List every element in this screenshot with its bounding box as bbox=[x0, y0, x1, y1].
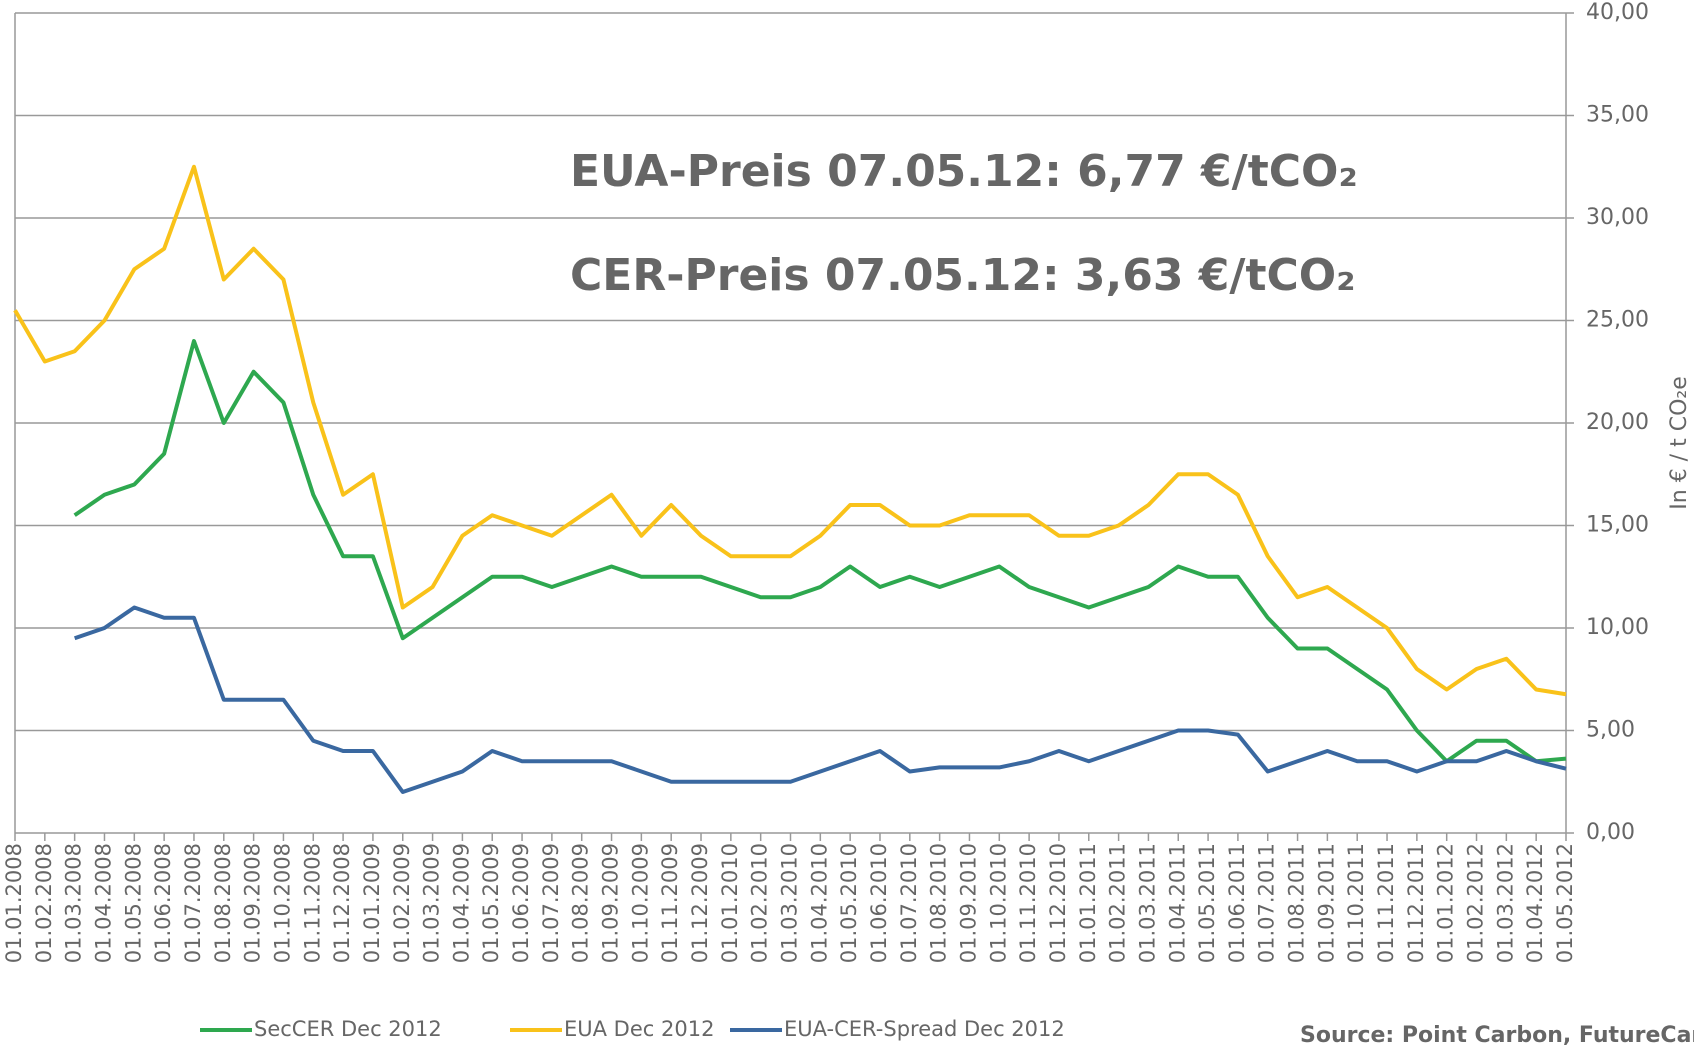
x-tick-label: 01.11.2008 bbox=[300, 843, 324, 963]
x-tick-label: 01.12.2010 bbox=[1046, 843, 1070, 963]
y-tick-label: 15,00 bbox=[1586, 513, 1649, 538]
legend-label: EUA-CER-Spread Dec 2012 bbox=[784, 1017, 1065, 1041]
x-tick-label: 01.05.2008 bbox=[121, 843, 145, 963]
x-tick-label: 01.03.2008 bbox=[62, 843, 86, 963]
x-tick-label: 01.02.2009 bbox=[390, 843, 414, 963]
x-tick-label: 01.03.2011 bbox=[1135, 843, 1159, 963]
x-tick-label: 01.02.2010 bbox=[748, 843, 772, 963]
x-tick-label: 01.03.2012 bbox=[1493, 843, 1517, 963]
x-tick-label: 01.10.2010 bbox=[986, 843, 1010, 963]
x-tick-label: 01.02.2011 bbox=[1106, 843, 1130, 963]
x-tick-label: 01.08.2010 bbox=[927, 843, 951, 963]
y-tick-label: 5,00 bbox=[1586, 718, 1635, 743]
x-tick-label: 01.04.2012 bbox=[1523, 843, 1547, 963]
x-tick-label: 01.05.2009 bbox=[479, 843, 503, 963]
x-tick-label: 01.06.2008 bbox=[151, 843, 175, 963]
x-tick-label: 01.04.2011 bbox=[1165, 843, 1189, 963]
x-tick-label: 01.01.2012 bbox=[1434, 843, 1458, 963]
x-tick-label: 01.04.2010 bbox=[807, 843, 831, 963]
y-tick-label: 25,00 bbox=[1586, 308, 1649, 333]
x-tick-label: 01.05.2011 bbox=[1195, 843, 1219, 963]
x-tick-label: 01.08.2011 bbox=[1285, 843, 1309, 963]
y-tick-label: 30,00 bbox=[1586, 205, 1649, 230]
x-tick-label: 01.03.2010 bbox=[778, 843, 802, 963]
x-tick-label: 01.10.2009 bbox=[628, 843, 652, 963]
x-tick-label: 01.07.2011 bbox=[1255, 843, 1279, 963]
x-tick-label: 01.06.2010 bbox=[867, 843, 891, 963]
x-tick-label: 01.12.2008 bbox=[330, 843, 354, 963]
x-tick-label: 01.11.2011 bbox=[1374, 843, 1398, 963]
x-tick-label: 01.07.2010 bbox=[897, 843, 921, 963]
x-tick-label: 01.03.2009 bbox=[420, 843, 444, 963]
x-tick-label: 01.08.2009 bbox=[569, 843, 593, 963]
x-tick-label: 01.12.2011 bbox=[1404, 843, 1428, 963]
legend-label: EUA Dec 2012 bbox=[564, 1017, 714, 1041]
x-tick-label: 01.11.2009 bbox=[658, 843, 682, 963]
x-tick-label: 01.08.2008 bbox=[211, 843, 235, 963]
x-tick-label: 01.09.2011 bbox=[1314, 843, 1338, 963]
x-tick-label: 01.10.2008 bbox=[270, 843, 294, 963]
y-tick-label: 10,00 bbox=[1586, 615, 1649, 640]
line-series bbox=[13, 164, 1567, 697]
x-tick-label: 01.10.2011 bbox=[1344, 843, 1368, 963]
legend-label: SecCER Dec 2012 bbox=[254, 1017, 442, 1041]
x-tick-label: 01.11.2010 bbox=[1016, 843, 1040, 963]
annotation: CER-Preis 07.05.12: 3,63 €/tCO₂ bbox=[570, 250, 1355, 301]
y-tick-label: 20,00 bbox=[1586, 410, 1649, 435]
x-tick-label: 01.06.2011 bbox=[1225, 843, 1249, 963]
y-tick-label: 40,00 bbox=[1586, 0, 1649, 25]
x-tick-label: 01.07.2009 bbox=[539, 843, 563, 963]
x-tick-label: 01.05.2012 bbox=[1553, 843, 1577, 963]
line-series bbox=[74, 605, 1567, 794]
x-tick-label: 01.06.2009 bbox=[509, 843, 533, 963]
x-tick-label: 01.01.2010 bbox=[718, 843, 742, 963]
annotation: EUA-Preis 07.05.12: 6,77 €/tCO₂ bbox=[570, 146, 1358, 197]
x-tick-label: 01.01.2009 bbox=[360, 843, 384, 963]
y-tick-label: 35,00 bbox=[1586, 103, 1649, 128]
x-tick-label: 01.01.2011 bbox=[1076, 843, 1100, 963]
line-series bbox=[73, 339, 1567, 764]
x-tick-label: 01.07.2008 bbox=[181, 843, 205, 963]
x-tick-label: 01.02.2008 bbox=[32, 843, 56, 963]
y-axis-label: In € / t CO₂e bbox=[1667, 376, 1692, 509]
x-tick-label: 01.12.2009 bbox=[688, 843, 712, 963]
y-tick-label: 0,00 bbox=[1586, 820, 1635, 845]
x-tick-label: 01.04.2008 bbox=[91, 843, 115, 963]
x-tick-label: 01.04.2009 bbox=[449, 843, 473, 963]
source: Source: Point Carbon, FutureCamp bbox=[1300, 1023, 1694, 1048]
x-tick-label: 01.09.2009 bbox=[599, 843, 623, 963]
x-tick-label: 01.02.2012 bbox=[1464, 843, 1488, 963]
x-tick-label: 01.09.2008 bbox=[241, 843, 265, 963]
x-tick-label: 01.05.2010 bbox=[837, 843, 861, 963]
x-tick-label: 01.09.2010 bbox=[956, 843, 980, 963]
x-tick-label: 01.01.2008 bbox=[2, 843, 26, 963]
